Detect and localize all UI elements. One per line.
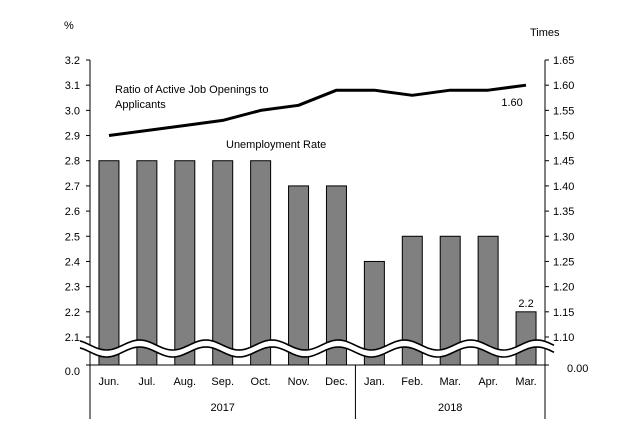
bar	[325, 185, 347, 366]
category-label: Mar.	[515, 376, 536, 388]
category-label: Oct.	[251, 376, 271, 388]
left-tick-label: 3.2	[65, 55, 80, 67]
category-label: Jun.	[99, 376, 120, 388]
left-tick-label: 2.8	[65, 156, 80, 168]
right-tick-label: 1.55	[553, 105, 574, 117]
left-axis-zero-label: 0.0	[65, 366, 80, 378]
bar	[174, 160, 196, 366]
left-tick-label: 2.4	[65, 256, 80, 268]
left-tick-label: 2.3	[65, 282, 80, 294]
bar	[439, 235, 461, 366]
category-label: Jul.	[138, 376, 155, 388]
right-tick-label: 1.25	[553, 256, 574, 268]
bar	[401, 235, 423, 366]
right-tick-label: 1.45	[553, 156, 574, 168]
line-series-label-line-2: Applicants	[115, 99, 166, 111]
left-tick-label: 2.9	[65, 131, 80, 143]
bar	[136, 160, 158, 366]
right-tick-label: 1.50	[553, 131, 574, 143]
axis-break-band	[80, 340, 554, 357]
category-label: Nov.	[288, 376, 310, 388]
right-tick-label: 1.40	[553, 181, 574, 193]
right-tick-label: 1.20	[553, 282, 574, 294]
right-tick-label: 1.35	[553, 206, 574, 218]
bar	[98, 160, 120, 366]
right-axis-zero-label: 0.00	[567, 363, 588, 375]
year-label: 2017	[210, 402, 234, 414]
category-label: Feb.	[401, 376, 423, 388]
right-tick-label: 1.30	[553, 231, 574, 243]
category-label: Mar.	[440, 376, 461, 388]
bar	[250, 160, 272, 366]
category-label: Sep.	[211, 376, 234, 388]
bar	[363, 260, 385, 366]
left-tick-label: 3.1	[65, 80, 80, 92]
right-axis-unit: Times	[530, 27, 560, 39]
bar	[212, 160, 234, 366]
line-series-label-line-1: Ratio of Active Job Openings to	[115, 84, 268, 96]
left-tick-label: 2.6	[65, 206, 80, 218]
bar	[288, 185, 310, 366]
left-tick-label: 2.2	[65, 307, 80, 319]
category-label: Aug.	[173, 376, 196, 388]
right-tick-label: 1.10	[553, 332, 574, 344]
line-data-label: 1.60	[501, 97, 522, 109]
axis-break-wave-lower	[79, 346, 555, 358]
left-tick-label: 3.0	[65, 105, 80, 117]
left-axis-unit: %	[64, 20, 74, 32]
category-label: Dec.	[325, 376, 348, 388]
right-tick-label: 1.65	[553, 55, 574, 67]
left-tick-label: 2.5	[65, 231, 80, 243]
bar-series-label: Unemployment Rate	[226, 139, 326, 151]
bar	[477, 235, 499, 366]
right-tick-label: 1.15	[553, 307, 574, 319]
category-label: Apr.	[478, 376, 498, 388]
left-tick-label: 2.1	[65, 332, 80, 344]
category-label: Jan.	[364, 376, 385, 388]
line-series	[108, 83, 527, 137]
year-label: 2018	[438, 402, 462, 414]
axis-break-wave-upper	[79, 339, 555, 351]
left-tick-label: 2.7	[65, 181, 80, 193]
bar	[515, 311, 537, 366]
bar-data-label: 2.2	[518, 298, 533, 310]
right-tick-label: 1.60	[553, 80, 574, 92]
